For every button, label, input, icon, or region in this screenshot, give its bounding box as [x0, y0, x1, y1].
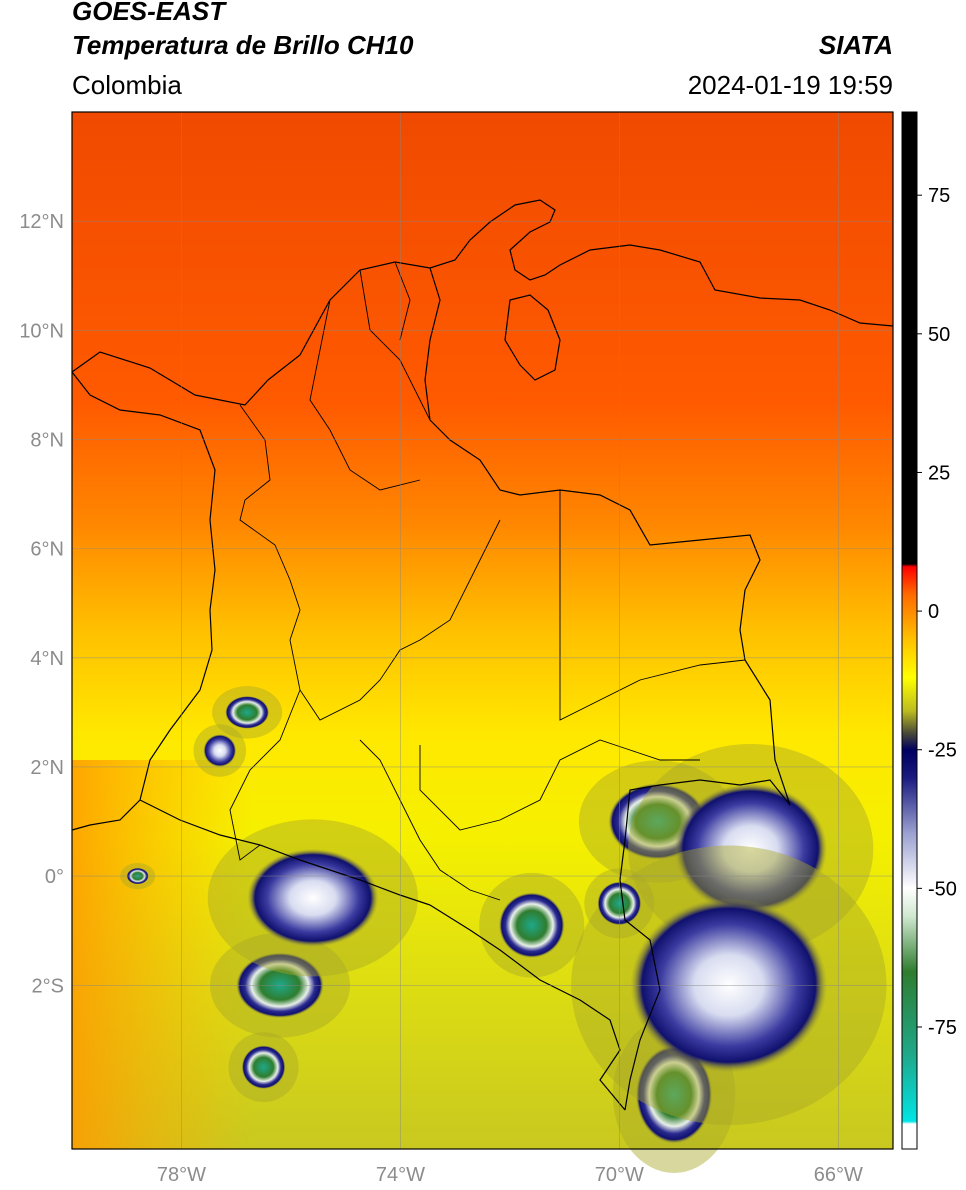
colorbar-tick-label: 0: [928, 601, 939, 623]
colombia-brazil-border: [619, 779, 791, 1111]
pacific-warm-area: [72, 760, 252, 1149]
colombia-ecuador-border: [139, 799, 431, 906]
colorbar-tick-label: -75: [928, 1017, 957, 1039]
latitude-tick-label: 0°: [45, 866, 64, 888]
longitude-tick-label: 66°W: [814, 1164, 863, 1186]
cold-cloud-cell: [247, 848, 379, 948]
colorbar-tick-labels: 75 50 25 0 -25 -50 -75: [917, 185, 957, 1039]
coastlines-and-borders: [71, 199, 894, 1111]
cold-cloud-cell: [674, 783, 828, 915]
maracaibo-lake: [504, 294, 561, 381]
colorbar-scale: [902, 112, 917, 1149]
colombia-venezuela-border: [424, 267, 791, 806]
product-title: Temperatura de Brillo CH10: [72, 30, 414, 60]
longitude-tick-label: 78°W: [157, 1164, 206, 1186]
latitude-tick-labels: 12°N 10°N 8°N 6°N 4°N 2°N 0° 2°S: [19, 211, 64, 997]
latitude-tick-label: 10°N: [19, 320, 64, 342]
colorbar-tick-label: 25: [928, 462, 950, 484]
longitude-tick-label: 74°W: [376, 1164, 425, 1186]
colorbar-frame: [901, 111, 918, 1150]
datetime-label: 2024-01-19 19:59: [687, 70, 893, 100]
satellite-title: GOES-EAST: [72, 0, 226, 26]
latitude-tick-label: 2°S: [32, 975, 64, 997]
colorbar: 75 50 25 0 -25 -50 -75: [901, 111, 957, 1150]
brightness-temperature-map: [71, 111, 894, 1174]
region-label: Colombia: [72, 70, 182, 100]
latitude-tick-label: 8°N: [30, 429, 64, 451]
colorbar-tick-label: 75: [928, 185, 950, 207]
colorbar-tick-label: -25: [928, 740, 957, 762]
internal-departments: [229, 261, 746, 901]
cold-cloud-cell: [498, 892, 565, 958]
organization-label: SIATA: [818, 30, 893, 60]
caribbean-coastline: [71, 199, 894, 406]
colorbar-tick-label: 50: [928, 324, 950, 346]
cold-cloud-cell: [635, 1045, 713, 1144]
colombia-peru-border: [429, 904, 626, 1111]
colorbar-tick-label: -50: [928, 878, 957, 900]
cold-cloud-cell: [225, 695, 270, 729]
pacific-coastline: [71, 371, 216, 831]
latitude-tick-label: 6°N: [30, 539, 64, 561]
cold-cloud-cells: [120, 686, 887, 1174]
graticule: [72, 112, 893, 1149]
latitude-tick-label: 12°N: [19, 211, 64, 233]
longitude-tick-labels: 78°W 74°W 70°W 66°W: [157, 1164, 863, 1186]
cold-cloud-cell: [241, 1045, 286, 1089]
latitude-tick-label: 2°N: [30, 757, 64, 779]
map-frame: [71, 111, 894, 1150]
latitude-tick-label: 4°N: [30, 648, 64, 670]
cold-cloud-cell: [203, 734, 237, 767]
longitude-tick-label: 70°W: [595, 1164, 644, 1186]
